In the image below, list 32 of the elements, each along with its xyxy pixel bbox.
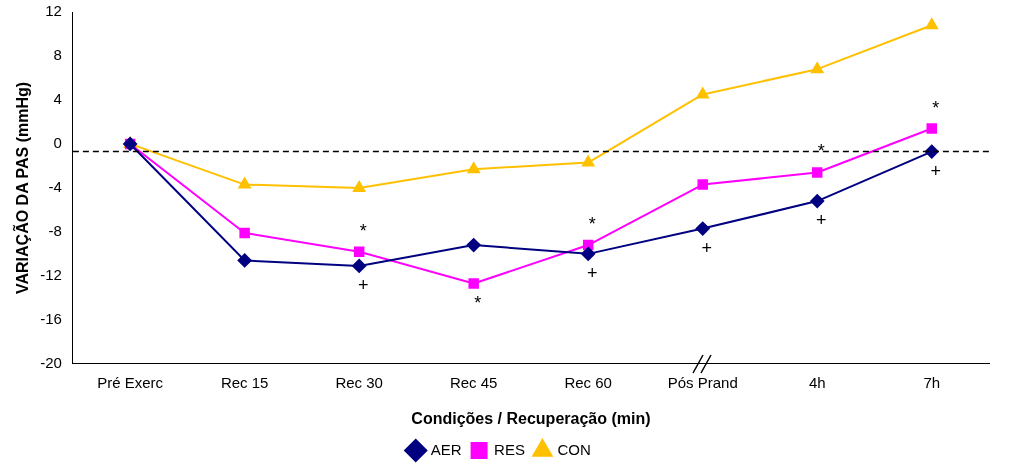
- x-tick-label: 7h: [923, 373, 941, 391]
- legend-label: CON: [557, 440, 591, 458]
- x-tick-label: Rec 30: [335, 373, 383, 391]
- legend-label: AER: [430, 440, 462, 458]
- annotation: *: [932, 97, 940, 118]
- x-tick-label: 4h: [808, 373, 826, 391]
- annotation: *: [474, 292, 482, 313]
- annotation: +: [701, 237, 712, 258]
- annotation: +: [930, 160, 941, 181]
- annotation: *: [588, 214, 596, 235]
- annotation: +: [815, 210, 827, 231]
- x-axis-title: Condições / Recuperação (min): [411, 409, 651, 427]
- annotation: +: [586, 262, 598, 283]
- x-tick-label: Rec 60: [564, 373, 612, 391]
- x-tick-label: Pré Exerc: [97, 373, 164, 391]
- y-tick-label: -20: [40, 353, 62, 371]
- x-tick-label: Rec 45: [449, 373, 498, 391]
- annotation: *: [817, 141, 825, 162]
- y-tick-label: -8: [48, 222, 62, 240]
- y-tick-label: 8: [53, 46, 62, 64]
- x-tick-label: Pós Prand: [667, 373, 738, 391]
- annotation: *: [359, 220, 367, 241]
- y-axis-title: VARIAÇÃO DA PAS (mmHg): [12, 81, 32, 294]
- y-tick-label: 0: [53, 134, 62, 152]
- y-tick-label: 4: [53, 90, 62, 108]
- y-tick-label: -4: [48, 178, 62, 196]
- legend-label: RES: [494, 440, 525, 458]
- y-tick-label: -12: [40, 265, 62, 283]
- annotation: +: [357, 274, 369, 295]
- y-tick-label: 12: [45, 2, 62, 20]
- x-tick-label: Rec 15: [220, 373, 269, 391]
- y-tick-label: -16: [40, 309, 62, 327]
